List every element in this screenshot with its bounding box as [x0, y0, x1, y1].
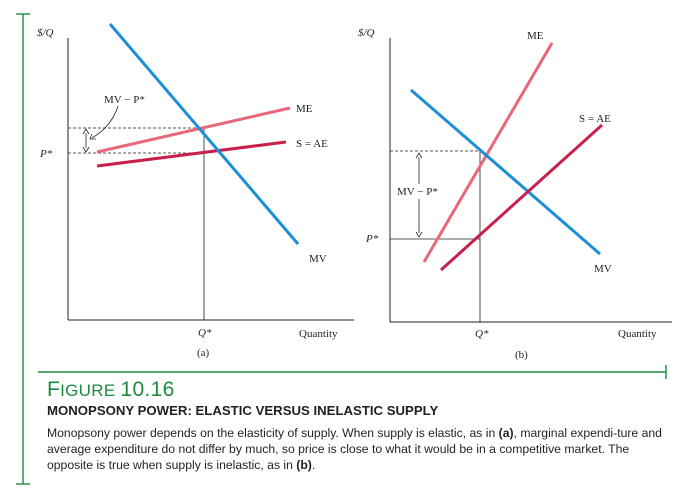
figure-ref-a: (a)	[498, 426, 514, 440]
panel-a-gap-label: MV − P*	[104, 94, 145, 106]
panel-b: $/Q ME S = AE MV − P* P* MV Q* Quantity …	[358, 27, 672, 361]
panel-a-supply-label: S = AE	[296, 138, 328, 150]
figure-caption: FIGURE 10.16 MONOPSONY POWER: ELASTIC VE…	[47, 378, 677, 473]
figure-title: MONOPSONY POWER: ELASTIC VERSUS INELASTI…	[47, 403, 439, 418]
panel-b-panel-label: (b)	[515, 349, 528, 361]
panel-a-supply-curve	[96, 140, 287, 168]
panel-b-q-label: Q*	[475, 328, 489, 340]
panel-b-gap-label-bg	[395, 184, 449, 199]
panel-b-gap-arrow-top	[415, 152, 423, 159]
figure-body-start: Monopsony power depends on the elasticit…	[47, 426, 499, 440]
figure-description: Monopsony power depends on the elasticit…	[47, 425, 677, 473]
panel-b-gap-label: MV − P*	[397, 186, 438, 198]
figure-body-middle: , marginal expendi-ture and average expe…	[47, 426, 662, 472]
panel-a-panel-label: (a)	[197, 347, 210, 359]
figure-number: 10.16	[120, 378, 175, 401]
panel-b-gap-arrow-bottom	[415, 231, 423, 238]
figure-label-prefix: F	[47, 378, 61, 401]
panel-b-supply-curve	[439, 123, 604, 272]
panel-a-x-axis-label: Quantity	[299, 328, 338, 340]
panel-a: $/Q MV − P* P* ME S = AE MV Q* Quantity …	[37, 23, 354, 359]
panel-b-x-axis-label: Quantity	[618, 328, 657, 340]
panel-a-me-curve	[96, 106, 291, 154]
panel-a-gap-arrow-top	[82, 128, 90, 135]
panel-b-y-axis-label: $/Q	[358, 27, 375, 39]
figure-label-rest: IGURE	[60, 381, 116, 400]
panel-b-p-label: P*	[365, 233, 379, 245]
panel-a-mv-label: MV	[309, 253, 327, 265]
panel-b-supply-label: S = AE	[579, 113, 611, 125]
panel-b-me-curve	[422, 42, 554, 263]
figure-label: FIGURE 10.16	[47, 378, 677, 401]
panel-a-q-label: Q*	[198, 327, 212, 339]
panel-a-y-axis-label: $/Q	[37, 27, 54, 39]
panel-a-gap-arrow-bottom	[82, 146, 90, 153]
panel-a-mv-curve	[108, 23, 300, 245]
panel-a-label-pointer	[91, 105, 119, 139]
panel-a-label-pointer-head	[89, 133, 96, 140]
panel-b-mv-curve	[410, 88, 601, 256]
panel-a-p-label: P*	[39, 148, 53, 160]
panel-a-me-label: ME	[296, 103, 313, 115]
figure-body-end: .	[311, 458, 316, 472]
figure-ref-b: (b)	[296, 458, 312, 472]
panel-b-mv-label: MV	[594, 263, 612, 275]
panel-b-me-label: ME	[527, 30, 544, 42]
